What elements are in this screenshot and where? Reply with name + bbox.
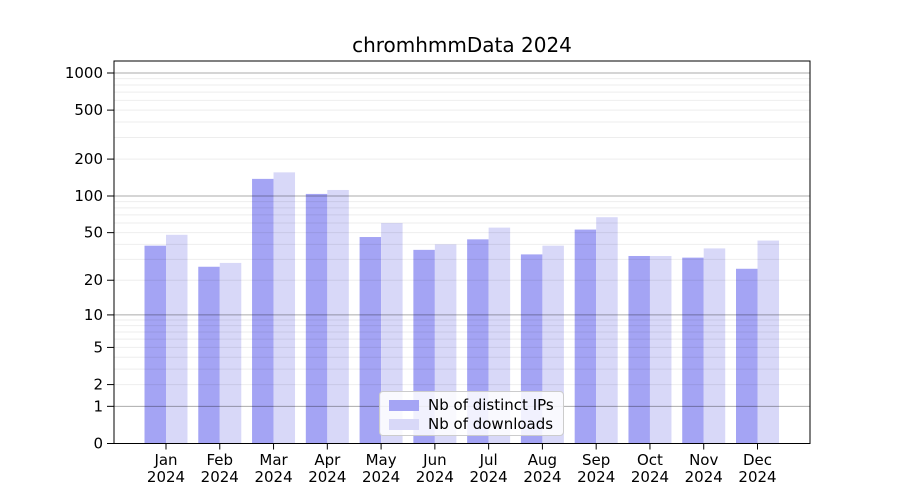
x-tick-month: Jun: [422, 451, 446, 469]
x-tick-year: 2024: [147, 468, 185, 486]
y-tick-label: 200: [74, 150, 103, 168]
legend-item-downloads: Nb of downloads: [389, 415, 554, 434]
x-tick-year: 2024: [631, 468, 669, 486]
x-tick-year: 2024: [470, 468, 508, 486]
x-tick-month: Jul: [479, 451, 498, 469]
y-tick-label: 100: [74, 187, 103, 205]
y-tick-label: 0: [93, 435, 103, 453]
y-tick-label: 1000: [65, 64, 103, 82]
x-tick-year: 2024: [685, 468, 723, 486]
bar-downloads-jul: [488, 227, 511, 444]
legend-item-distinct-ips: Nb of distinct IPs: [389, 396, 554, 415]
bar-downloads-nov: [703, 248, 726, 444]
x-tick-month: Oct: [637, 451, 663, 469]
bar-distinct-ips-oct: [628, 255, 650, 444]
bar-distinct-ips-dec: [736, 268, 758, 444]
legend-swatch-downloads: [389, 419, 419, 430]
bar-distinct-ips-mar: [252, 178, 274, 444]
x-tick-month: Nov: [689, 451, 718, 469]
x-tick-month: Aug: [528, 451, 557, 469]
x-tick-month: Jan: [153, 451, 177, 469]
bar-downloads-jan: [166, 234, 188, 444]
bar-downloads-may: [381, 223, 403, 444]
x-tick-year: 2024: [362, 468, 400, 486]
bar-distinct-ips-may: [359, 237, 382, 444]
y-tick-label: 2: [93, 376, 103, 394]
y-tick-label: 20: [84, 271, 103, 289]
bar-downloads-oct: [649, 255, 672, 444]
x-tick-year: 2024: [254, 468, 292, 486]
x-tick-month: May: [366, 451, 397, 469]
bar-distinct-ips-feb: [198, 266, 220, 444]
x-tick-year: 2024: [201, 468, 239, 486]
x-tick-year: 2024: [416, 468, 454, 486]
x-tick-month: Apr: [314, 451, 341, 469]
x-tick-month: Sep: [582, 451, 610, 469]
plot-border: [113, 60, 811, 444]
y-tick-label: 1: [93, 397, 103, 415]
bar-downloads-dec: [757, 240, 779, 444]
bar-downloads-mar: [273, 172, 296, 444]
x-tick-year: 2024: [738, 468, 776, 486]
y-tick-label: 500: [74, 101, 103, 119]
legend: Nb of distinct IPs Nb of downloads: [379, 391, 564, 436]
x-tick-year: 2024: [308, 468, 346, 486]
gridlines: [114, 72, 810, 407]
x-tick-month: Mar: [259, 451, 288, 469]
x-tick-year: 2024: [523, 468, 561, 486]
y-tick-label: 10: [84, 306, 103, 324]
y-tick-label: 50: [84, 224, 103, 242]
bar-downloads-feb: [219, 262, 242, 444]
legend-label-distinct-ips: Nb of distinct IPs: [428, 396, 554, 414]
bar-distinct-ips-nov: [682, 257, 704, 444]
x-tick-month: Dec: [743, 451, 772, 469]
bar-distinct-ips-sep: [574, 229, 597, 444]
x-tick-year: 2024: [577, 468, 615, 486]
y-tick-label: 5: [93, 338, 103, 356]
bar-downloads-apr: [327, 189, 349, 444]
bar-downloads-sep: [596, 217, 618, 444]
legend-label-downloads: Nb of downloads: [428, 415, 554, 433]
bar-distinct-ips-jan: [144, 245, 166, 444]
chart-title: chromhmmData 2024: [352, 33, 572, 57]
bar-distinct-ips-apr: [305, 193, 328, 444]
legend-swatch-distinct-ips: [389, 400, 419, 411]
x-tick-month: Feb: [206, 451, 233, 469]
